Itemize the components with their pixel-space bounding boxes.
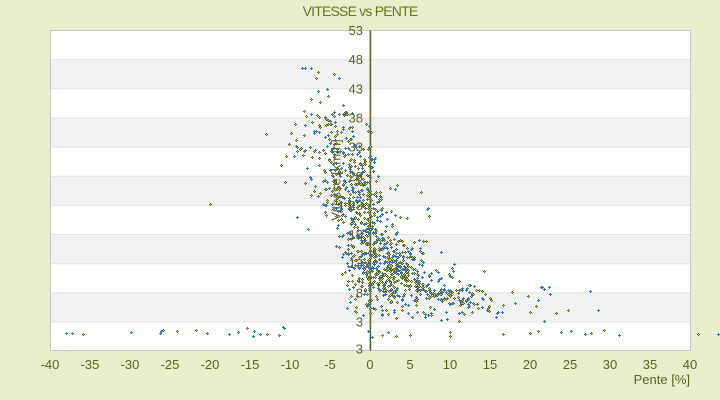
svg-text:25: 25 (563, 357, 577, 372)
svg-text:15: 15 (483, 357, 497, 372)
svg-text:3: 3 (356, 342, 363, 357)
svg-text:53: 53 (349, 23, 363, 38)
svg-text:-20: -20 (201, 357, 220, 372)
svg-text:8: 8 (356, 285, 363, 300)
svg-text:Pente [%]: Pente [%] (634, 372, 690, 387)
svg-text:-35: -35 (81, 357, 100, 372)
svg-text:38: 38 (349, 110, 363, 125)
svg-text:33: 33 (349, 140, 363, 155)
svg-text:0: 0 (366, 357, 373, 372)
svg-text:-5: -5 (324, 357, 336, 372)
svg-text:18: 18 (349, 227, 363, 242)
svg-text:35: 35 (643, 357, 657, 372)
svg-text:-40: -40 (41, 357, 60, 372)
svg-text:40: 40 (683, 357, 697, 372)
svg-text:VITESSE vs PENTE: VITESSE vs PENTE (303, 3, 418, 19)
svg-text:13: 13 (349, 256, 363, 271)
svg-text:20: 20 (523, 357, 537, 372)
svg-text:5: 5 (406, 357, 413, 372)
svg-text:-15: -15 (241, 357, 260, 372)
svg-text:3: 3 (356, 315, 363, 330)
svg-text:28: 28 (349, 169, 363, 184)
svg-text:30: 30 (603, 357, 617, 372)
svg-text:-10: -10 (281, 357, 300, 372)
svg-text:48: 48 (349, 52, 363, 67)
svg-text:23: 23 (349, 198, 363, 213)
svg-text:10: 10 (443, 357, 457, 372)
svg-text:-30: -30 (121, 357, 140, 372)
svg-text:-25: -25 (161, 357, 180, 372)
svg-text:Vitesse [km/h]: Vitesse [km/h] (329, 139, 344, 220)
svg-text:43: 43 (349, 81, 363, 96)
